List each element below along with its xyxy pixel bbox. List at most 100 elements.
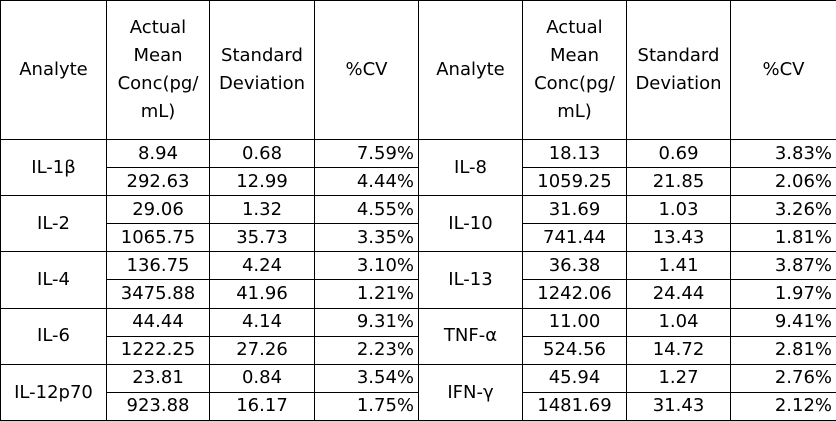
std-dev-cell: 13.43 <box>626 223 731 253</box>
mean-conc-cell: 923.88 <box>106 391 210 421</box>
std-dev-cell: 24.44 <box>626 279 731 309</box>
std-dev-cell: 27.26 <box>209 335 315 365</box>
mean-conc-cell: 1065.75 <box>106 223 210 253</box>
table-row: 1065.75 35.73 3.35% 741.44 13.43 1.81% <box>1 223 836 253</box>
header-actual-mean-conc: Actual Mean Conc(pg/ mL) <box>106 0 210 140</box>
analyte-name-cell: IFN-γ <box>418 363 523 421</box>
table-row: IL-4 136.75 4.24 3.10% IL-13 36.38 1.41 3.87% <box>0 251 836 309</box>
table-row: IL-12p70 23.81 0.84 3.54% IFN-γ 45.94 1.27 2.76… <box>0 363 836 421</box>
header-sd-line: Deviation <box>218 73 306 94</box>
table-header: Analyte Actual Mean Conc(pg/ mL) Standar… <box>0 0 836 140</box>
cv-cell: 2.81% <box>730 335 836 365</box>
std-dev-cell: 12.99 <box>209 167 315 197</box>
std-dev-cell: 21.85 <box>626 167 731 197</box>
header-sd-line: Standard <box>221 45 303 66</box>
mean-conc-cell: 136.75 <box>106 251 210 281</box>
std-dev-cell: 14.72 <box>626 335 731 365</box>
header-conc-line: Mean <box>133 45 183 66</box>
header-row: Analyte Actual Mean Conc(pg/ mL) Standar… <box>0 0 836 140</box>
cv-cell: 2.12% <box>730 391 836 421</box>
std-dev-cell: 4.24 <box>209 251 315 281</box>
mean-conc-cell: 18.13 <box>522 138 627 169</box>
cv-cell: 9.31% <box>314 307 419 337</box>
cv-cell: 2.76% <box>730 363 836 393</box>
cv-cell: 3.54% <box>314 363 419 393</box>
table-row: IL-2 29.06 1.32 4.55% IL-10 31.69 1.03 3.26% <box>0 195 836 253</box>
std-dev-cell: 1.04 <box>626 307 731 337</box>
analyte-name-cell: IL-12p70 <box>0 363 107 421</box>
header-actual-mean-conc: Actual Mean Conc(pg/ mL) <box>522 0 627 140</box>
mean-conc-cell: 1481.69 <box>522 391 627 421</box>
std-dev-cell: 35.73 <box>209 223 315 253</box>
header-analyte: Analyte <box>0 0 107 140</box>
analyte-name-cell: IL-1β <box>0 138 107 197</box>
cv-cell: 2.06% <box>730 167 836 197</box>
header-analyte: Analyte <box>418 0 523 140</box>
header-conc-line: Actual <box>129 17 187 38</box>
header-conc-line: Conc(pg/ <box>534 73 615 94</box>
analyte-name-cell: IL-13 <box>418 251 523 309</box>
analyte-name-cell: IL-10 <box>418 195 523 253</box>
cv-cell: 1.97% <box>730 279 836 309</box>
std-dev-cell: 31.43 <box>626 391 731 421</box>
mean-conc-cell: 45.94 <box>522 363 627 393</box>
std-dev-cell: 1.03 <box>626 195 731 225</box>
analyte-name-cell: IL-2 <box>0 195 107 253</box>
mean-conc-cell: 36.38 <box>522 251 627 281</box>
mean-conc-cell: 44.44 <box>106 307 210 337</box>
header-sd-line: Standard <box>637 45 720 66</box>
header-standard-deviation: Standard Deviation <box>209 0 315 140</box>
mean-conc-cell: 29.06 <box>106 195 210 225</box>
mean-conc-cell: 1222.25 <box>106 335 210 365</box>
analyte-name-cell: IL-4 <box>0 251 107 309</box>
table-row: 1222.25 27.26 2.23% 524.56 14.72 2.81% <box>1 335 836 365</box>
header-sd-line: Deviation <box>635 73 722 94</box>
mean-conc-cell: 1059.25 <box>522 167 627 197</box>
table-body: IL-1β 8.94 0.68 7.59% IL-8 18.13 0.69 3.83% 292.… <box>0 138 836 421</box>
cv-cell: 3.87% <box>730 251 836 281</box>
cv-cell: 3.10% <box>314 251 419 281</box>
std-dev-cell: 41.96 <box>209 279 315 309</box>
cv-cell: 4.55% <box>314 195 419 225</box>
header-standard-deviation: Standard Deviation <box>626 0 731 140</box>
table-row: IL-6 44.44 4.14 9.31% TNF-α 11.00 1.04 9.41% <box>0 307 836 365</box>
std-dev-cell: 1.41 <box>626 251 731 281</box>
header-cv: %CV <box>730 0 836 140</box>
cv-cell: 1.81% <box>730 223 836 253</box>
header-conc-line: Mean <box>549 45 600 66</box>
header-cv: %CV <box>314 0 419 140</box>
header-conc-line: mL) <box>140 101 176 122</box>
cv-cell: 1.75% <box>314 391 419 421</box>
mean-conc-cell: 3475.88 <box>106 279 210 309</box>
cv-cell: 2.23% <box>314 335 419 365</box>
cv-cell: 3.35% <box>314 223 419 253</box>
mean-conc-cell: 11.00 <box>522 307 627 337</box>
cv-cell: 7.59% <box>314 138 419 169</box>
mean-conc-cell: 292.63 <box>106 167 210 197</box>
std-dev-cell: 0.84 <box>209 363 315 393</box>
cv-cell: 3.83% <box>730 138 836 169</box>
std-dev-cell: 0.69 <box>626 138 731 169</box>
mean-conc-cell: 741.44 <box>522 223 627 253</box>
std-dev-cell: 16.17 <box>209 391 315 421</box>
header-conc-line: mL) <box>557 101 592 122</box>
header-conc-line: Actual <box>546 17 603 38</box>
table-row: 923.88 16.17 1.75% 1481.69 31.43 2.12% <box>1 391 836 421</box>
analyte-name-cell: IL-8 <box>418 138 523 197</box>
table-row: 3475.88 41.96 1.21% 1242.06 24.44 1.97% <box>1 279 836 309</box>
mean-conc-cell: 8.94 <box>106 138 210 169</box>
mean-conc-cell: 1242.06 <box>522 279 627 309</box>
table-row: IL-1β 8.94 0.68 7.59% IL-8 18.13 0.69 3.83% <box>0 138 836 197</box>
cv-cell: 9.41% <box>730 307 836 337</box>
cv-cell: 1.21% <box>314 279 419 309</box>
analyte-name-cell: IL-6 <box>0 307 107 365</box>
std-dev-cell: 1.27 <box>626 363 731 393</box>
std-dev-cell: 4.14 <box>209 307 315 337</box>
mean-conc-cell: 31.69 <box>522 195 627 225</box>
mean-conc-cell: 524.56 <box>522 335 627 365</box>
mean-conc-cell: 23.81 <box>106 363 210 393</box>
analyte-name-cell: TNF-α <box>418 307 523 365</box>
cv-cell: 3.26% <box>730 195 836 225</box>
cv-cell: 4.44% <box>314 167 419 197</box>
